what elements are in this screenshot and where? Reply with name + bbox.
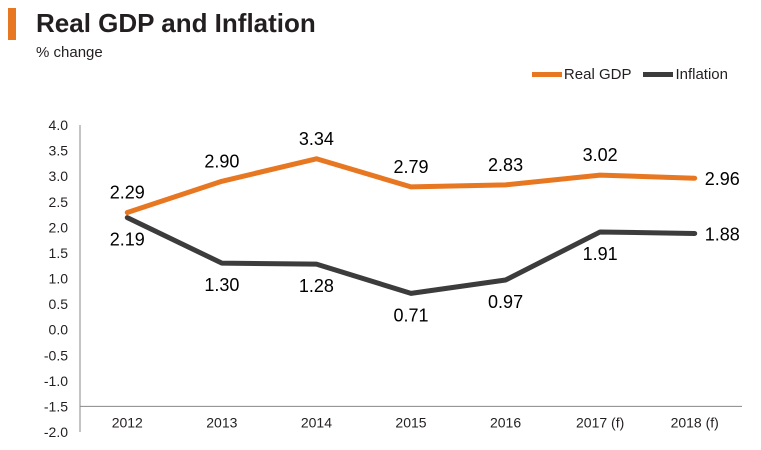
y-tick-label: 0.0 xyxy=(49,322,69,338)
x-tick-label: 2013 xyxy=(206,414,237,430)
chart-title: Real GDP and Inflation xyxy=(36,8,316,38)
legend-label-real-gdp: Real GDP xyxy=(563,66,632,83)
y-tick-label: 3.0 xyxy=(49,168,69,184)
y-tick-label: -1.5 xyxy=(44,398,68,414)
data-label-inflation: 1.91 xyxy=(583,244,618,264)
data-label-inflation: 1.30 xyxy=(204,275,239,295)
data-label-inflation: 1.28 xyxy=(299,276,334,296)
y-tick-label: 1.0 xyxy=(49,271,69,287)
series-line-real-gdp xyxy=(124,156,698,215)
legend-swatch-real-gdp xyxy=(531,72,562,77)
data-label-inflation: 2.19 xyxy=(110,230,145,250)
x-tick-label: 2016 xyxy=(490,414,521,430)
data-label-inflation: 0.71 xyxy=(393,305,428,325)
y-tick-label: -0.5 xyxy=(44,347,68,363)
y-tick-label: 1.5 xyxy=(49,245,69,261)
x-tick-label: 2015 xyxy=(395,414,426,430)
data-label-real-gdp: 2.96 xyxy=(705,169,740,189)
data-label-real-gdp: 2.83 xyxy=(488,155,523,175)
y-tick-label: 4.0 xyxy=(49,117,69,133)
y-tick-label: 2.5 xyxy=(49,194,69,210)
x-tick-label: 2017 (f) xyxy=(576,414,624,430)
data-label-real-gdp: 2.79 xyxy=(393,157,428,177)
x-tick-label: 2012 xyxy=(112,414,143,430)
y-tick-label: 3.5 xyxy=(49,143,69,159)
chart-subtitle: % change xyxy=(36,44,103,61)
x-tick-label: 2018 (f) xyxy=(671,414,719,430)
legend-item-real-gdp: Real GDP xyxy=(531,66,632,83)
x-tick-label: 2014 xyxy=(301,414,332,430)
y-tick-label: -2.0 xyxy=(44,424,68,440)
legend-swatch-inflation xyxy=(643,72,674,77)
data-label-real-gdp: 2.90 xyxy=(204,151,239,171)
y-tick-label: 2.0 xyxy=(49,219,69,235)
chart-legend: Real GDP Inflation xyxy=(520,66,728,83)
y-tick-label: -1.0 xyxy=(44,373,68,389)
data-label-real-gdp: 3.34 xyxy=(299,129,334,149)
data-label-real-gdp: 2.29 xyxy=(110,182,145,202)
data-label-real-gdp: 3.02 xyxy=(583,145,618,165)
series-line-inflation xyxy=(124,215,698,296)
data-label-inflation: 1.88 xyxy=(705,224,740,244)
data-label-inflation: 0.97 xyxy=(488,292,523,312)
legend-item-inflation: Inflation xyxy=(643,66,728,83)
y-tick-label: 0.5 xyxy=(49,296,69,312)
title-accent-bar xyxy=(8,8,16,40)
legend-label-inflation: Inflation xyxy=(675,66,728,83)
